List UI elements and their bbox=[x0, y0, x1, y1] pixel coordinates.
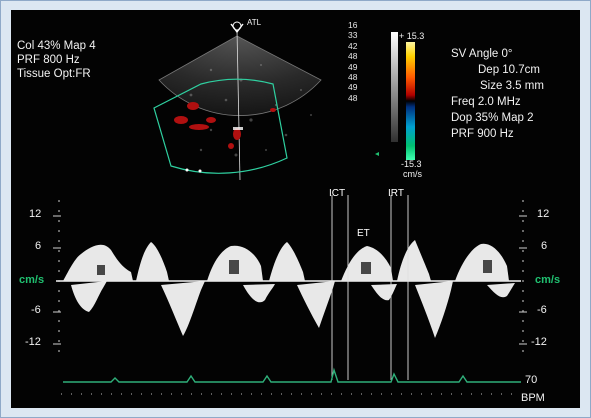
ecg-trace bbox=[63, 367, 521, 383]
et-marker-label: ET bbox=[357, 228, 370, 239]
echo-sector bbox=[159, 36, 321, 116]
depth-scale-value: 48 bbox=[348, 92, 358, 103]
left-tick-neg12: -12 bbox=[25, 336, 41, 348]
color-bar-unit: cm/s bbox=[403, 169, 422, 179]
setting-size: Size 3.5 mm bbox=[480, 80, 544, 92]
setting-doppler-map: Dop 35% Map 2 bbox=[451, 112, 534, 124]
setting-prf: PRF 800 Hz bbox=[17, 54, 80, 66]
left-axis bbox=[53, 200, 61, 360]
interval-marker-lines bbox=[331, 195, 409, 380]
color-velocity-bar bbox=[406, 42, 415, 160]
right-tick-6: 6 bbox=[541, 240, 548, 252]
ultrasound-screen: Col 43% Map 4 PRF 800 Hz Tissue Opt:FR A… bbox=[11, 10, 580, 408]
setting-sv-angle: SV Angle 0° bbox=[451, 48, 513, 60]
left-tick-neg6: -6 bbox=[31, 304, 41, 316]
left-tick-6: 6 bbox=[35, 240, 42, 252]
right-axis-unit: cm/s bbox=[535, 274, 561, 286]
heart-rate-value: 70 bbox=[525, 374, 538, 386]
depth-scale-value: 49 bbox=[348, 82, 358, 93]
right-tick-neg6: -6 bbox=[537, 304, 547, 316]
depth-scale: 16 33 42 48 49 48 49 48 bbox=[348, 20, 357, 103]
probe-label: ATL bbox=[247, 18, 262, 27]
setting-color-map: Col 43% Map 4 bbox=[17, 40, 96, 52]
setting-doppler-prf: PRF 900 Hz bbox=[451, 128, 514, 140]
depth-scale-value: 49 bbox=[348, 61, 358, 72]
ict-marker-label: ICT bbox=[329, 188, 346, 199]
depth-scale-value: 33 bbox=[348, 30, 358, 41]
color-bar-top-value: + 15.3 bbox=[399, 31, 425, 41]
ultrasound-graphics bbox=[53, 21, 527, 395]
probe-marker-circle bbox=[232, 21, 242, 31]
gray-scale-bar bbox=[391, 32, 398, 142]
depth-scale-value: 42 bbox=[348, 40, 358, 51]
right-tick-neg12: -12 bbox=[531, 336, 547, 348]
heart-rate-unit: BPM bbox=[521, 392, 545, 404]
left-tick-12: 12 bbox=[29, 208, 42, 220]
right-tick-12: 12 bbox=[537, 208, 550, 220]
doppler-spectrum bbox=[63, 240, 515, 338]
depth-scale-value: 48 bbox=[348, 72, 358, 83]
setting-tissue-opt: Tissue Opt:FR bbox=[17, 68, 91, 80]
depth-scale-value: 48 bbox=[348, 51, 358, 62]
doppler-cursor-line bbox=[236, 29, 241, 181]
left-axis-unit: cm/s bbox=[19, 274, 45, 286]
color-box bbox=[153, 78, 288, 174]
setting-frequency: Freq 2.0 MHz bbox=[451, 96, 521, 108]
right-axis bbox=[519, 200, 527, 360]
irt-marker-label: IRT bbox=[388, 188, 404, 199]
color-doppler-flow bbox=[174, 102, 276, 149]
color-bar-bottom-value: -15.3 bbox=[401, 159, 422, 169]
depth-scale-value: 16 bbox=[348, 20, 358, 30]
setting-depth: Dep 10.7cm bbox=[478, 64, 541, 76]
